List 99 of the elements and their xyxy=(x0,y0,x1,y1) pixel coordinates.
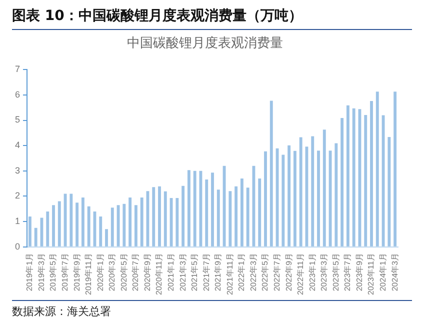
bar xyxy=(328,150,332,246)
x-tick-label: 2019年5月 xyxy=(48,252,58,292)
bar xyxy=(76,202,79,246)
bar xyxy=(105,229,108,246)
bar xyxy=(128,198,132,246)
bar xyxy=(264,151,267,246)
bar xyxy=(187,170,190,246)
x-tick-label: 2019年7月 xyxy=(60,252,70,292)
x-tick-label: 2019年9月 xyxy=(72,252,82,292)
y-tick-label: 7 xyxy=(14,64,20,74)
bar xyxy=(293,150,296,246)
x-tick-label: 2024年1月 xyxy=(378,252,388,292)
y-tick-label: 3 xyxy=(14,165,20,176)
bar xyxy=(182,186,185,246)
bar xyxy=(352,108,356,246)
x-tick-label: 2023年11月 xyxy=(366,252,376,296)
chart-title: 图表 10：中国碳酸锂月度表观消费量（万吨） xyxy=(12,7,412,30)
bar xyxy=(234,186,238,246)
bar xyxy=(276,148,279,246)
y-tick-label: 6 xyxy=(14,89,20,100)
bar xyxy=(176,198,179,246)
bar xyxy=(382,115,385,246)
bar xyxy=(193,170,196,246)
x-tick-label: 2022年5月 xyxy=(260,252,270,292)
bar xyxy=(376,92,379,246)
x-tick-label: 2021年5月 xyxy=(190,252,200,292)
x-tick-label: 2020年7月 xyxy=(131,252,140,292)
x-tick-label: 2022年9月 xyxy=(284,252,294,292)
bar xyxy=(164,191,167,246)
bar xyxy=(70,194,73,246)
bar xyxy=(122,204,126,246)
chart-subtitle: 中国碳酸锂月度表观消费量 xyxy=(127,35,283,52)
bar xyxy=(258,178,262,246)
x-tick-label: 2023年1月 xyxy=(308,252,317,292)
bar xyxy=(158,186,161,246)
bar xyxy=(299,137,302,246)
y-tick-label: 1 xyxy=(14,216,20,226)
bar xyxy=(394,92,397,246)
bar xyxy=(52,205,55,246)
x-tick-label: 2022年1月 xyxy=(237,252,246,292)
x-tick-label: 2023年7月 xyxy=(343,252,352,292)
x-tick-label: 2021年11月 xyxy=(225,252,234,296)
x-tick-label: 2023年9月 xyxy=(354,252,364,292)
x-tick-label: 2019年1月 xyxy=(25,252,34,292)
bar xyxy=(170,198,173,246)
bar xyxy=(340,118,344,246)
bar xyxy=(134,205,138,246)
bar xyxy=(140,198,144,246)
bar xyxy=(58,201,61,246)
x-tick-label: 2020年9月 xyxy=(142,252,152,292)
bar xyxy=(346,105,350,246)
x-tick-label: 2020年5月 xyxy=(119,252,128,292)
bar xyxy=(116,205,120,246)
x-tick-label: 2019年11月 xyxy=(84,252,94,296)
bar xyxy=(81,198,84,246)
bar xyxy=(270,100,273,246)
bar xyxy=(370,101,373,246)
x-tick-label: 2022年7月 xyxy=(272,252,282,292)
bar xyxy=(364,114,368,246)
bar xyxy=(282,154,285,246)
bar xyxy=(311,136,314,246)
bar xyxy=(317,150,320,246)
bar xyxy=(64,194,67,246)
bar xyxy=(211,172,214,246)
x-tick-label: 2023年5月 xyxy=(331,252,340,292)
bar xyxy=(87,206,90,246)
bar xyxy=(388,136,391,246)
y-tick-label: 4 xyxy=(14,140,20,150)
y-tick-label: 0 xyxy=(14,241,20,252)
bar xyxy=(222,166,226,246)
x-tick-label: 2022年3月 xyxy=(248,252,258,292)
x-tick-label: 2024年3月 xyxy=(390,252,400,292)
bar xyxy=(322,130,326,246)
x-tick-label: 2020年11月 xyxy=(154,252,164,296)
bar xyxy=(228,191,232,246)
x-tick-label: 2022年11月 xyxy=(296,252,306,296)
x-tick-label: 2021年7月 xyxy=(202,252,211,292)
x-tick-label: 2023年3月 xyxy=(320,252,329,292)
bar xyxy=(334,143,338,246)
bar xyxy=(246,188,250,246)
bar xyxy=(216,190,220,246)
x-tick-label: 2020年3月 xyxy=(108,252,117,292)
bar xyxy=(288,145,291,246)
x-tick-label: 2021年9月 xyxy=(214,252,223,292)
x-tick-label: 2020年1月 xyxy=(96,252,105,292)
y-tick-label: 5 xyxy=(14,114,20,125)
bar xyxy=(46,211,50,246)
x-tick-label: 2019年3月 xyxy=(36,252,46,292)
bar xyxy=(152,187,156,246)
bar xyxy=(34,228,38,246)
source-note: 数据来源：海关总署 xyxy=(12,300,412,319)
bar xyxy=(240,178,244,246)
x-tick-label: 2021年1月 xyxy=(166,252,176,292)
bar xyxy=(205,180,208,246)
bar xyxy=(110,208,114,246)
bar xyxy=(28,216,32,246)
y-tick-label: 2 xyxy=(14,190,20,201)
bar xyxy=(99,216,102,246)
x-tick-label: 2021年3月 xyxy=(178,252,188,292)
